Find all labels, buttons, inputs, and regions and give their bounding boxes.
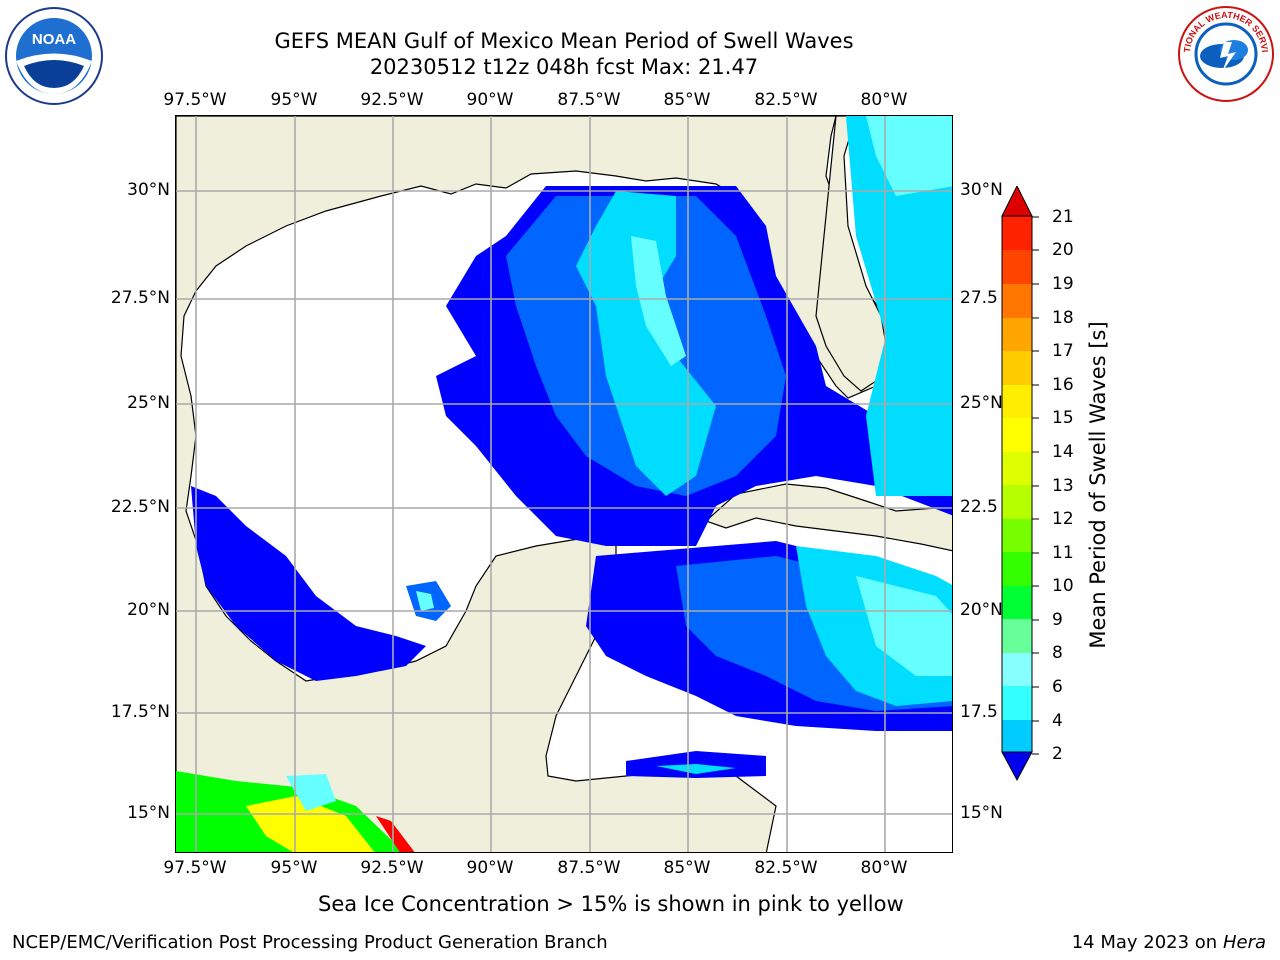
lat-tick-left: 25°N: [127, 393, 170, 413]
lon-tick-bottom: 85°W: [663, 858, 711, 878]
lon-tick-bottom: 92.5°W: [360, 858, 424, 878]
lon-tick-bottom: 95°W: [270, 858, 318, 878]
colorbar-tick-marks: [1032, 216, 1040, 756]
lat-tick-left: 20°N: [127, 600, 170, 620]
lat-tick-left: 30°N: [127, 180, 170, 200]
lon-tick-top: 92.5°W: [360, 90, 424, 110]
noaa-logo-text: NOAA: [32, 31, 76, 48]
colorbar-tick: 12: [1052, 509, 1074, 529]
colorbar-tick: 20: [1052, 240, 1074, 260]
colorbar-tick: 9: [1052, 610, 1063, 630]
chart-subtitle: 20230512 t12z 048h fcst Max: 21.47: [369, 55, 759, 79]
colorbar-tick: 19: [1052, 274, 1074, 294]
lat-tick-right: 25°N: [960, 393, 1003, 413]
lon-tick-top: 80°W: [860, 90, 908, 110]
lat-tick-left: 22.5°N: [110, 497, 170, 517]
lat-tick-right: 27.5: [960, 288, 998, 308]
colorbar-tick: 10: [1052, 576, 1074, 596]
lat-tick-left: 15°N: [127, 803, 170, 823]
lon-tick-bottom: 97.5°W: [163, 858, 227, 878]
lat-tick-right: 30°N: [960, 180, 1003, 200]
ice-note: Sea Ice Concentration > 15% is shown in …: [318, 892, 904, 916]
colorbar-tick: 13: [1052, 476, 1074, 496]
colorbar-tick: 15: [1052, 408, 1074, 428]
lon-tick-top: 90°W: [466, 90, 514, 110]
land-cuba: [704, 483, 952, 552]
colorbar-tick: 6: [1052, 677, 1063, 697]
colorbar-label: Mean Period of Swell Waves [s]: [1086, 321, 1110, 649]
chart-title: GEFS MEAN Gulf of Mexico Mean Period of …: [274, 29, 854, 53]
colorbar-tick: 14: [1052, 442, 1074, 462]
colorbar-tick: 16: [1052, 375, 1074, 395]
footer-host: Hera: [1222, 932, 1266, 953]
noaa-logo: NOAA: [4, 6, 104, 106]
lat-tick-right: 17.5: [960, 702, 998, 722]
pacific-field: [176, 771, 415, 852]
lon-tick-top: 87.5°W: [557, 90, 621, 110]
colorbar-tick: 11: [1052, 543, 1074, 563]
colorbar-tick: 17: [1052, 341, 1074, 361]
swell-period-map: [175, 115, 953, 853]
lon-tick-top: 82.5°W: [754, 90, 818, 110]
colorbar-tick: 18: [1052, 308, 1074, 328]
colorbar-tick: 2: [1052, 744, 1063, 764]
nws-logo: NATIONAL WEATHER SERVICE: [1173, 0, 1276, 104]
lon-tick-bottom: 90°W: [466, 858, 514, 878]
lat-tick-right: 15°N: [960, 803, 1003, 823]
swell-field: [191, 116, 952, 778]
lon-tick-bottom: 82.5°W: [754, 858, 818, 878]
colorbar-tick: 4: [1052, 711, 1063, 731]
footer-branch: NCEP/EMC/Verification Post Processing Pr…: [12, 932, 608, 953]
lon-tick-bottom: 87.5°W: [557, 858, 621, 878]
footer-date: 14 May 2023 on Hera: [1072, 932, 1266, 953]
lat-tick-right: 20°N: [960, 600, 1003, 620]
map-canvas: [176, 116, 952, 852]
colorbar: [1000, 184, 1034, 782]
lon-tick-top: 97.5°W: [163, 90, 227, 110]
lat-tick-left: 27.5°N: [110, 288, 170, 308]
lon-tick-top: 85°W: [663, 90, 711, 110]
lat-tick-right: 22.5: [960, 497, 998, 517]
colorbar-tick: 8: [1052, 643, 1063, 663]
colorbar-tick: 21: [1052, 207, 1074, 227]
lat-tick-left: 17.5°N: [110, 702, 170, 722]
footer-date-text: 14 May 2023 on: [1071, 932, 1218, 953]
graticule: [176, 116, 952, 852]
lon-tick-top: 95°W: [270, 90, 318, 110]
lon-tick-bottom: 80°W: [860, 858, 908, 878]
